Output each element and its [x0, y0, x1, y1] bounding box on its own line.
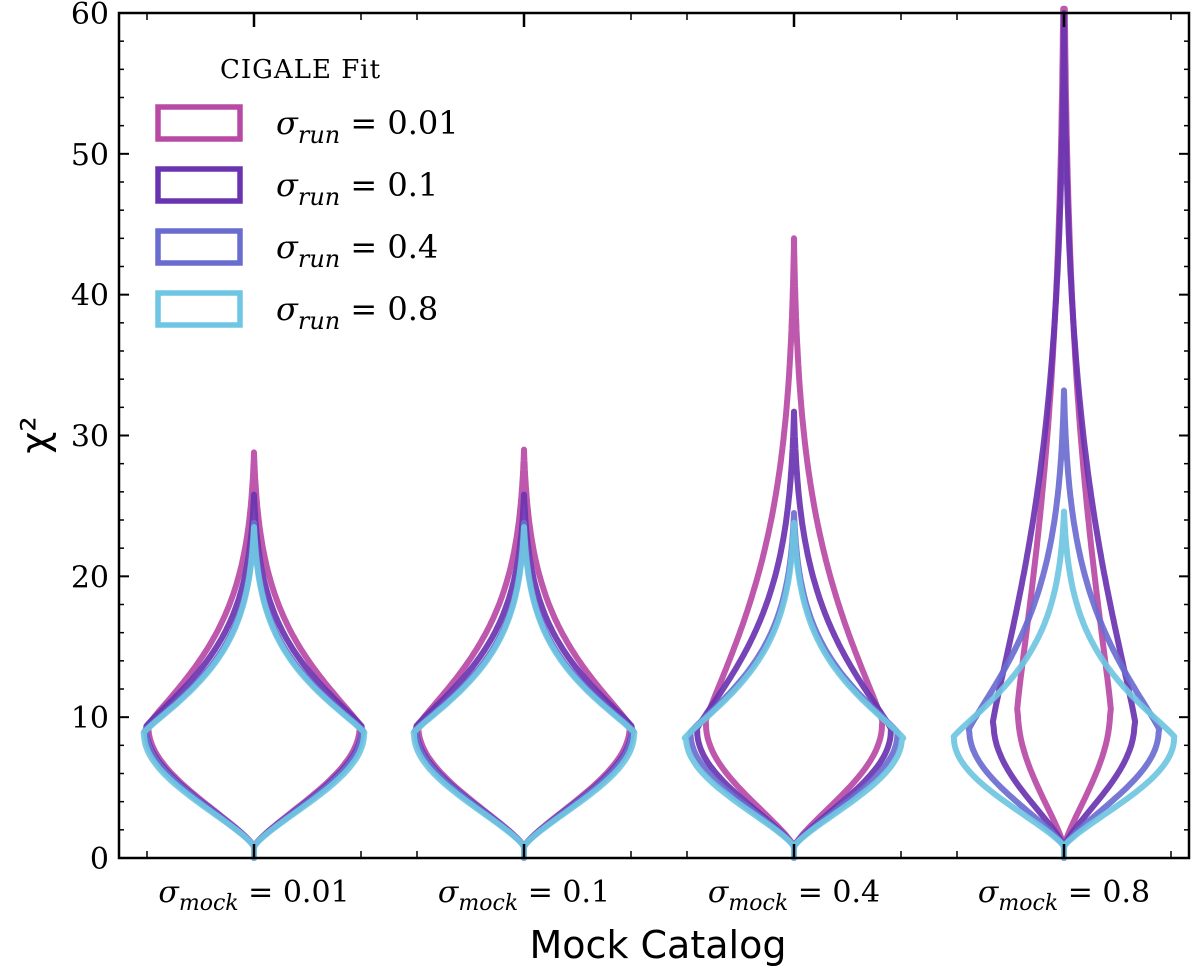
violin-3-4 [965, 387, 1163, 861]
legend-swatch [155, 166, 243, 204]
y-tick-label: 40 [71, 279, 109, 314]
y-tick-label: 50 [71, 138, 109, 173]
legend-label: σrun = 0.4 [276, 228, 438, 273]
y-tick-label: 0 [90, 842, 109, 877]
y-tick-label: 30 [71, 420, 109, 455]
violins-layer [140, 5, 1178, 861]
legend-swatch [155, 290, 243, 328]
legend-swatch [155, 228, 243, 266]
violin-2-3 [694, 408, 894, 861]
legend-title: CIGALE Fit [220, 55, 381, 85]
y-axis-title: χ² [13, 416, 57, 453]
violin-4-4 [950, 508, 1178, 861]
violin-4-2 [410, 524, 638, 861]
x-tick-label: σmock = 0.4 [708, 875, 880, 916]
x-axis-title: Mock Catalog [530, 923, 787, 967]
legend-label: σrun = 0.1 [276, 166, 438, 211]
y-tick-label: 20 [71, 560, 109, 595]
x-tick-label: σmock = 0.8 [978, 875, 1150, 916]
violin-4-1 [140, 524, 368, 861]
x-tick-label: σmock = 0.1 [438, 875, 610, 916]
plot-area [119, 13, 1189, 858]
legend-swatch [155, 104, 243, 142]
legend-label: σrun = 0.8 [276, 290, 438, 335]
legend-label: σrun = 0.01 [276, 104, 459, 149]
y-tick-label: 60 [71, 0, 109, 32]
violin-1-3 [702, 235, 886, 861]
violin-4-3 [681, 519, 907, 861]
y-tick-label: 10 [71, 701, 109, 736]
legend: CIGALE Fit σrun = 0.01 σrun = 0.1 σrun = 0… [155, 55, 459, 335]
y-axis: 0 10 20 30 40 50 60 [71, 0, 1189, 877]
violin-1-4 [1014, 5, 1114, 861]
violin-3-3 [687, 510, 901, 861]
x-tick-label: σmock = 0.01 [158, 875, 349, 916]
x-axis: σmock = 0.01 σmock = 0.1 σmock = 0.4 σmock … [146, 13, 1172, 916]
